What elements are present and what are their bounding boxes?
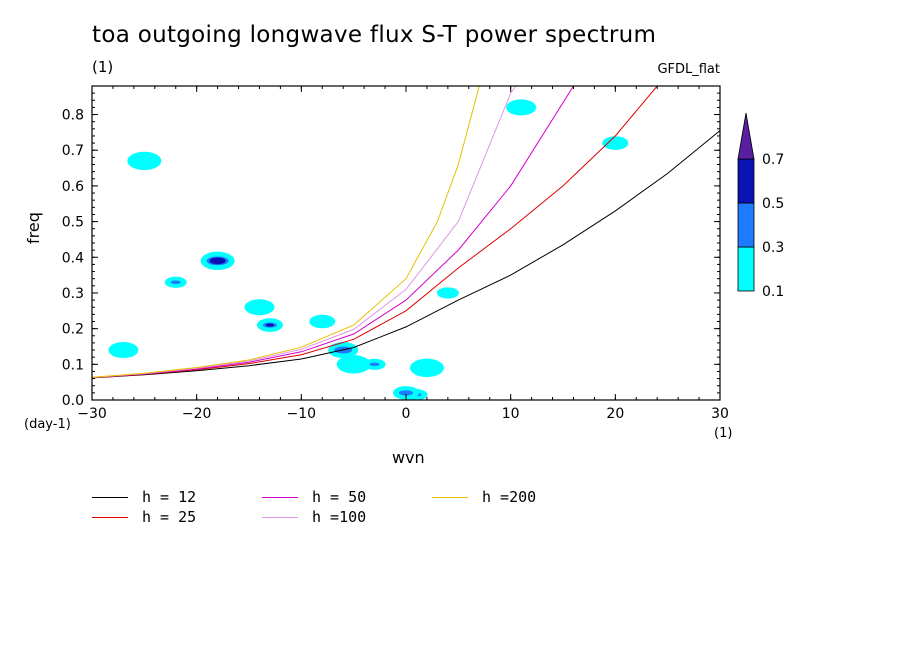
legend-item: h =200: [432, 488, 536, 506]
model-label: GFDL_flat: [657, 62, 720, 77]
contour-patch: [602, 136, 629, 150]
x-axis-unit: (1): [714, 426, 733, 441]
dispersion-curve: [92, 86, 574, 378]
legend-label: h = 12: [142, 488, 197, 506]
x-tick-label: −10: [287, 406, 317, 422]
contour-patches: [108, 99, 629, 400]
legend-line: [92, 496, 128, 498]
contour-patch-core: [369, 362, 380, 367]
legend-item: h = 12: [92, 488, 196, 506]
y-tick-label: 0.7: [62, 143, 84, 159]
y-tick-label: 0.0: [62, 393, 84, 409]
legend-label: h =200: [482, 488, 537, 506]
plot-frame: [91, 85, 721, 401]
legend-item: h = 50: [262, 488, 366, 506]
contour-patch: [108, 342, 139, 359]
colorbar-label: 0.3: [762, 240, 784, 256]
legend-item: h =100: [262, 508, 366, 526]
x-tick-label: 0: [402, 406, 411, 422]
dispersion-curve: [92, 130, 720, 379]
legend-label: h = 25: [142, 508, 197, 526]
legend-line: [92, 516, 128, 518]
contour-patch-core: [265, 323, 274, 327]
legend-line: [432, 496, 468, 498]
x-axis-label: wvn: [392, 448, 425, 467]
dispersion-curve: [92, 86, 480, 378]
legend-item: h = 25: [92, 508, 196, 526]
contour-patch-core: [170, 280, 181, 284]
y-tick-label: 0.8: [62, 108, 84, 124]
chart-subtitle: (1): [92, 58, 114, 76]
chart-title: toa outgoing longwave flux S-T power spe…: [92, 22, 657, 48]
contour-patch-core: [399, 390, 413, 396]
x-tick-label: −20: [182, 406, 212, 422]
dispersion-curves: [92, 86, 720, 379]
y-tick-label: 0.5: [62, 215, 84, 231]
colorbar-label: 0.1: [762, 284, 784, 300]
contour-patch: [506, 99, 537, 116]
y-axis-unit: (day-1): [24, 417, 71, 432]
legend-label: h =100: [312, 508, 367, 526]
contour-patch: [244, 299, 275, 316]
colorbar-arrow: [737, 112, 755, 160]
dispersion-curve: [92, 86, 658, 379]
y-tick-label: 0.4: [62, 250, 84, 266]
y-tick-label: 0.2: [62, 322, 84, 338]
x-tick-label: 10: [502, 406, 520, 422]
contour-patch: [127, 151, 162, 171]
colorbar-segment: [737, 158, 755, 204]
legend-line: [262, 516, 298, 518]
axis-ticks: −30 −20 −10 0 10 20 30 0.0 0.1 0.2 0.3 0.4 0.5 0.6 0.7…: [62, 86, 729, 422]
dispersion-curve: [92, 86, 517, 378]
colorbar-segment: [737, 202, 755, 248]
y-tick-label: 0.6: [62, 179, 84, 195]
contour-patch-core: [209, 257, 226, 265]
colorbar-label: 0.5: [762, 196, 784, 212]
contour-patch: [336, 355, 371, 374]
y-tick-label: 0.1: [62, 357, 84, 373]
contour-patch: [436, 287, 459, 299]
y-tick-label: 0.3: [62, 286, 84, 302]
x-tick-label: 30: [711, 406, 729, 422]
x-tick-label: 20: [606, 406, 624, 422]
legend-label: h = 50: [312, 488, 367, 506]
contour-patch: [409, 358, 444, 378]
contour-patch: [309, 314, 336, 329]
x-tick-label: −30: [77, 406, 107, 422]
colorbar: 0.1 0.3 0.5 0.7: [737, 112, 784, 300]
colorbar-segment: [737, 246, 755, 292]
legend-line: [262, 496, 298, 498]
colorbar-label: 0.7: [762, 152, 784, 168]
